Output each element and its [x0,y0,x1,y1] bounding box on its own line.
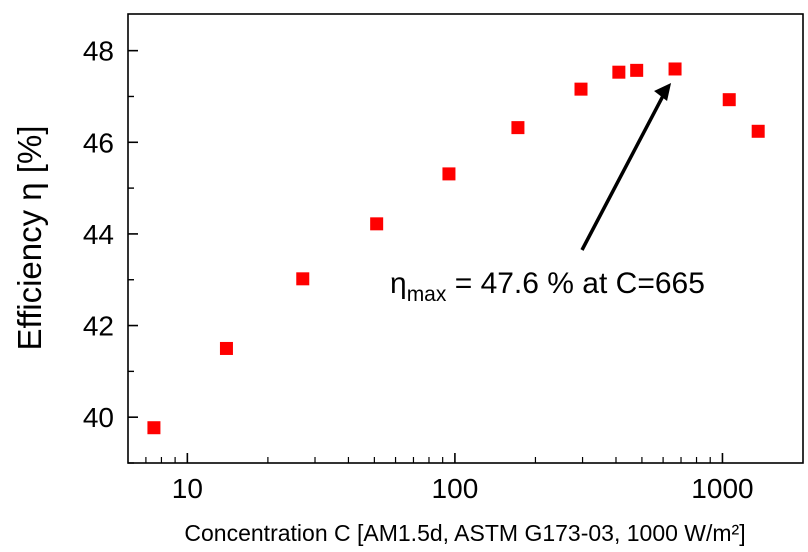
eta-symbol: η [390,267,407,300]
max-annotation: ηmax = 47.6 % at C=665 [390,82,705,306]
annotation-text: ηmax = 47.6 % at C=665 [390,267,705,306]
data-point [147,421,161,435]
plot-frame [127,13,804,464]
data-point [574,82,588,96]
y-tick-label: 48 [83,36,114,67]
x-axis-label: Concentration C [AM1.5d, ASTM G173-03, 1… [184,520,745,546]
y-tick-label: 44 [83,219,114,250]
annotation-arrow-line [580,91,667,251]
y-axis-label: Efficiency η [%] [11,126,48,351]
data-point [722,93,736,107]
data-point [751,124,765,138]
eta-subscript: max [407,283,447,306]
data-point [511,121,525,135]
data-point [442,167,456,181]
data-point [296,272,310,286]
x-tick-label: 1000 [691,473,753,504]
data-point [630,63,644,77]
y-tick-label: 40 [83,402,114,433]
data-point [370,217,384,231]
annotation-value-text: = 47.6 % at C=665 [446,267,705,300]
y-tick-label: 42 [83,311,114,342]
x-tick-label: 100 [432,473,479,504]
data-points [147,62,765,435]
x-axis-ticks: 10 100 1000 [145,453,754,504]
y-tick-label: 46 [83,127,114,158]
data-point [219,341,233,355]
y-axis-ticks: 40 42 44 46 48 [83,36,138,464]
data-point [668,62,682,76]
data-point [612,65,626,79]
annotation-arrowhead [654,82,672,101]
x-tick-label: 10 [172,473,203,504]
